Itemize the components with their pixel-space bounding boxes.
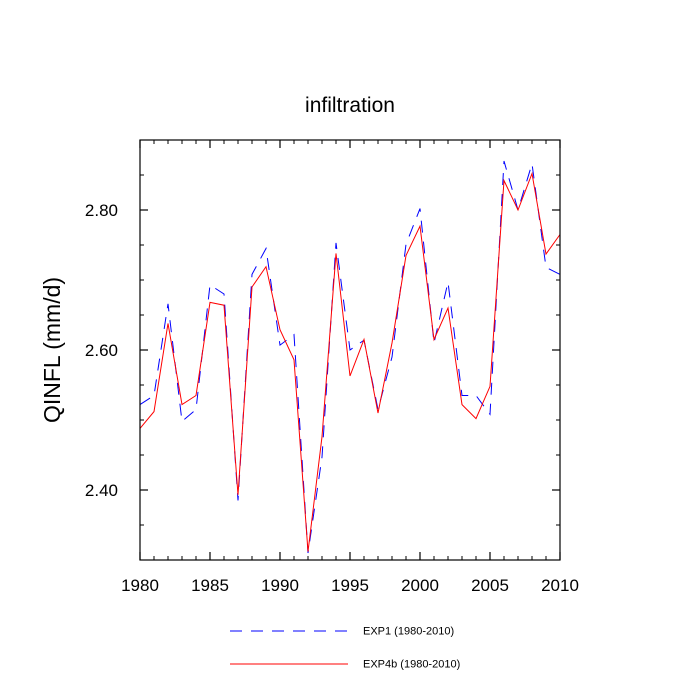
x-tick-label: 2010: [541, 576, 579, 595]
x-tick-label: 1990: [261, 576, 299, 595]
plot-frame: [139, 139, 561, 561]
y-tick-label: 2.40: [85, 481, 118, 500]
legend-label-2: EXP4b (1980-2010): [363, 659, 460, 671]
axis-ticks: 1980 1985 1990 1995 2000 2005 2010 2.40 2.60 2.80: [85, 139, 579, 595]
x-tick-label: 2005: [471, 576, 509, 595]
series-line-2: [139, 171, 561, 552]
legend: EXP1 (1980-2010) EXP4b (1980-2010): [230, 626, 460, 671]
y-tick-label: 2.80: [85, 201, 118, 220]
x-tick-label: 2000: [401, 576, 439, 595]
x-tick-label: 1995: [331, 576, 369, 595]
x-tick-label: 1985: [191, 576, 229, 595]
y-tick-label: 2.60: [85, 341, 118, 360]
series-lines: [139, 160, 561, 554]
chart-title: infiltration: [305, 94, 395, 117]
x-tick-label: 1980: [121, 576, 159, 595]
y-axis-label: QINFL (mm/d): [39, 277, 65, 423]
legend-label-1: EXP1 (1980-2010): [363, 626, 454, 638]
series-line-1: [139, 160, 561, 554]
